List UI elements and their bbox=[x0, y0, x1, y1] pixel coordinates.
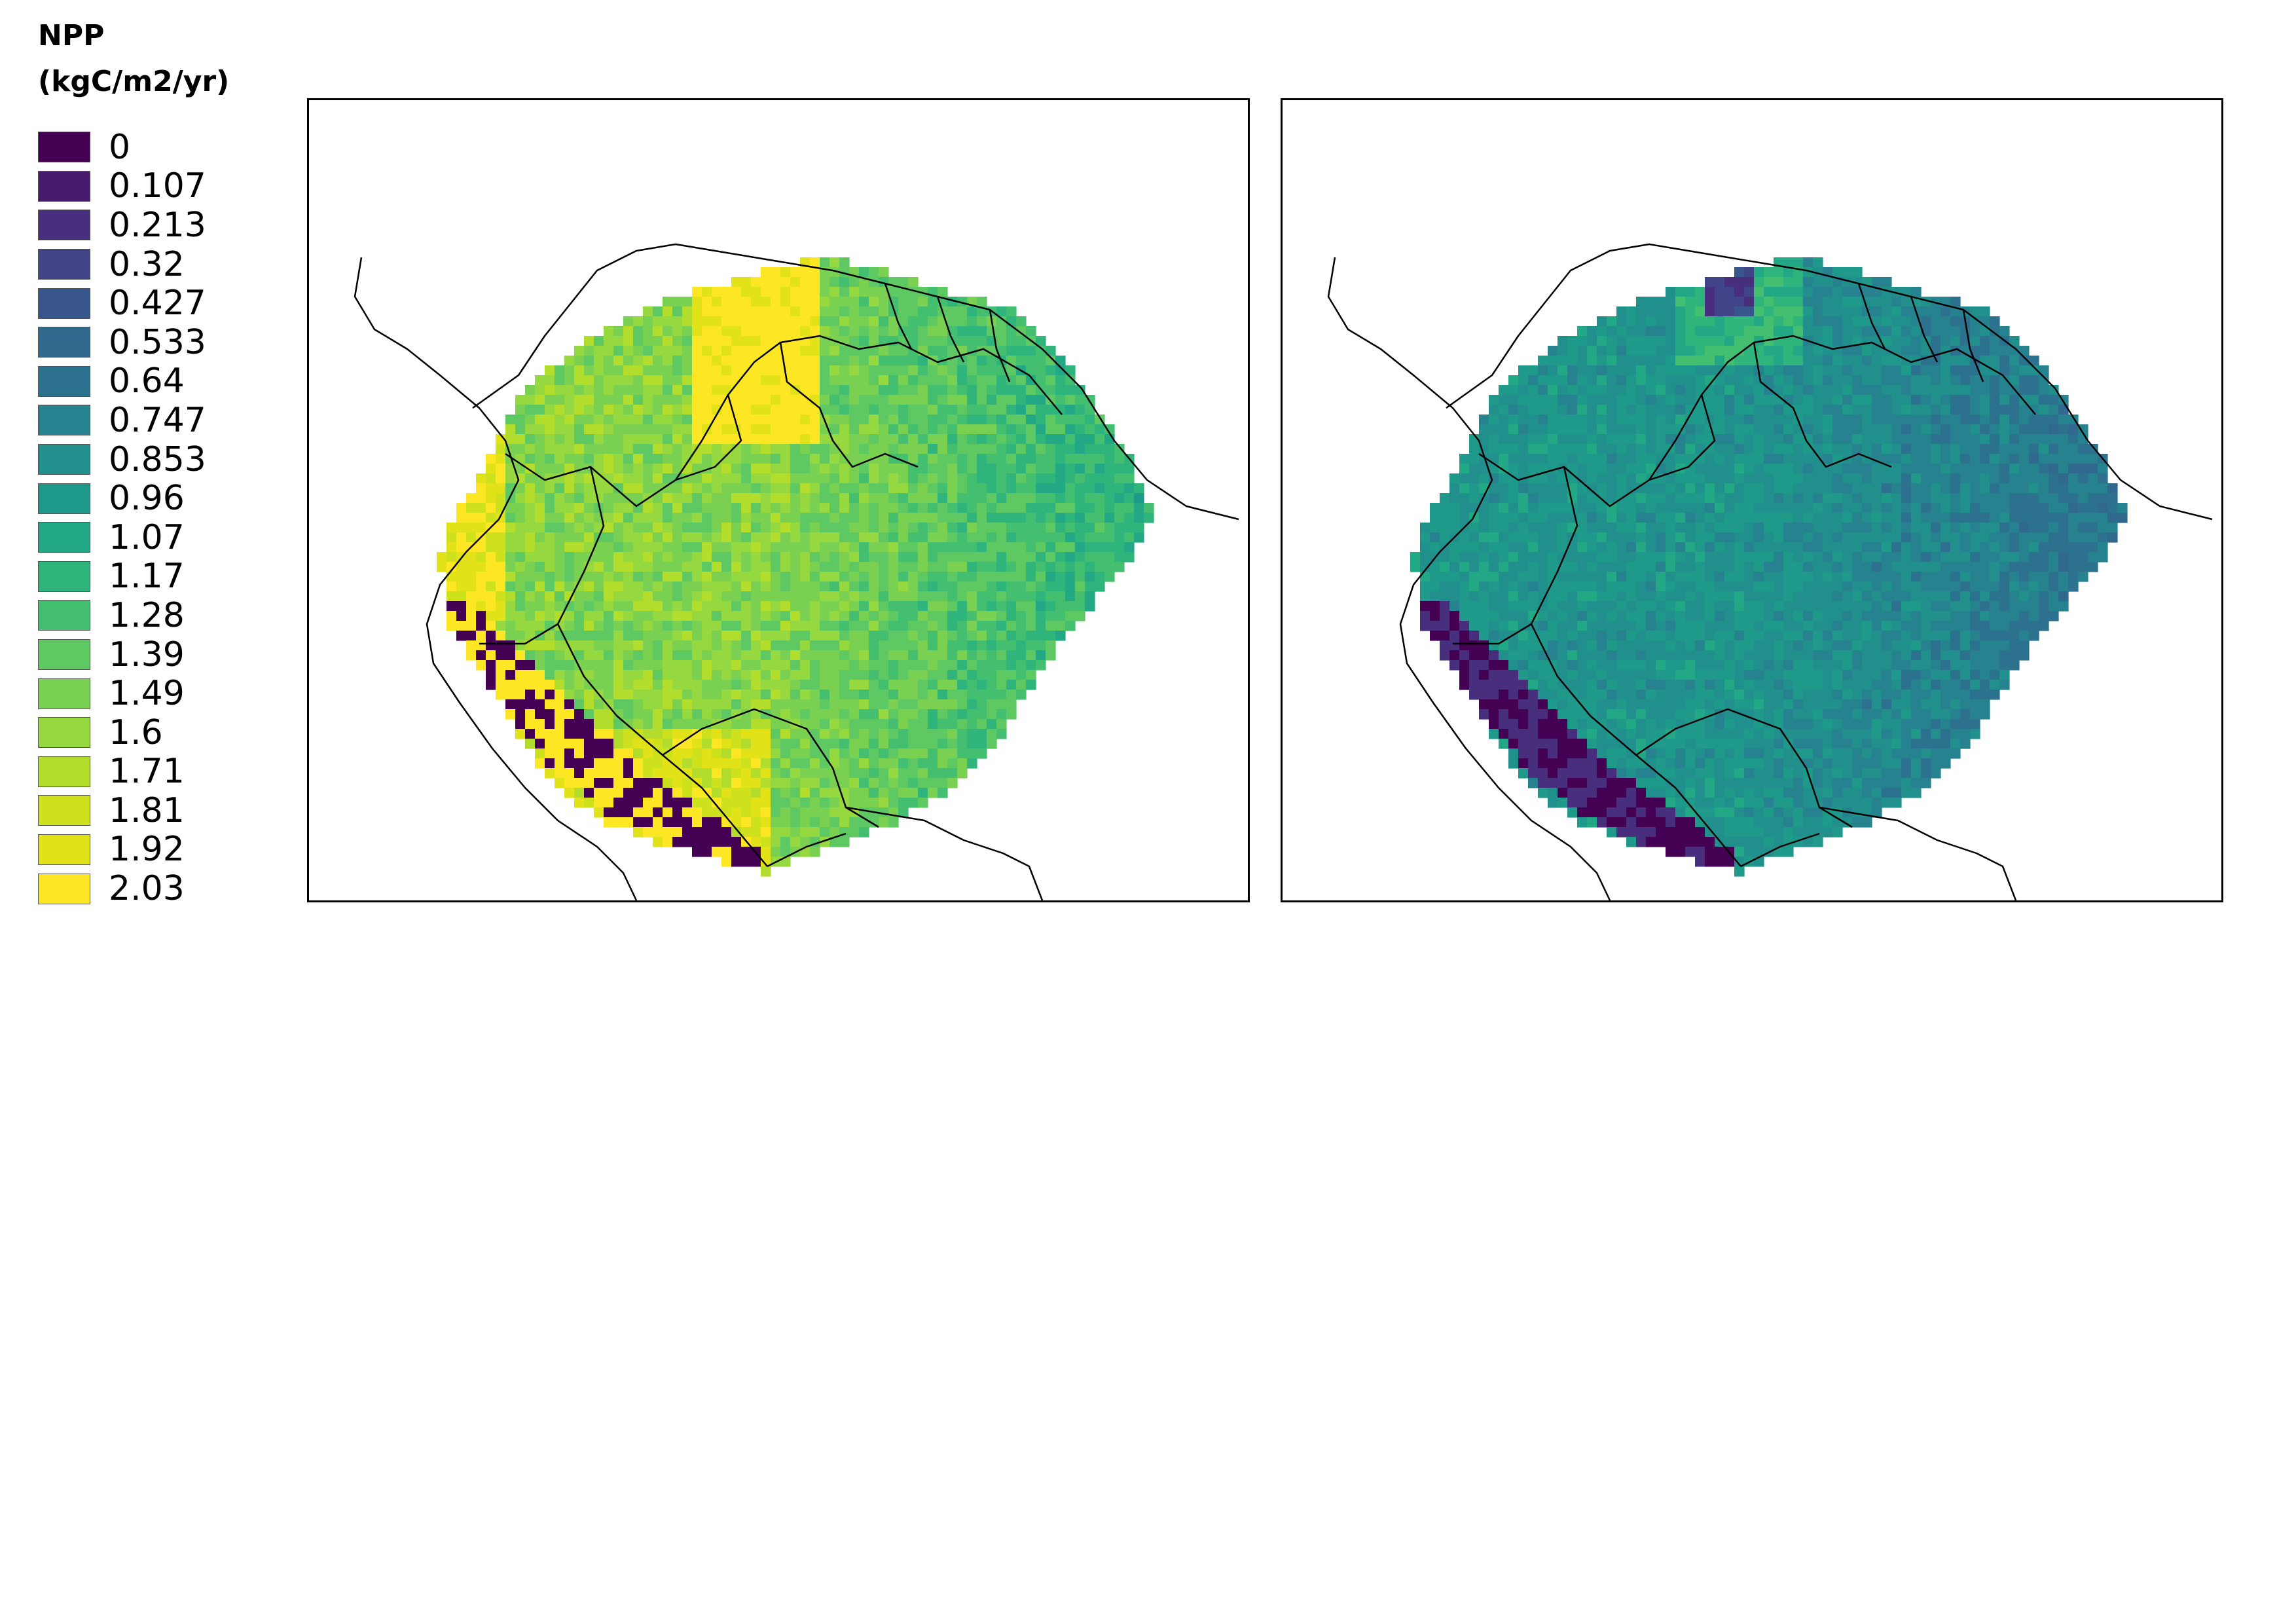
legend-item: 2.03 bbox=[38, 869, 206, 908]
legend-swatch bbox=[38, 327, 90, 358]
legend-item: 0.533 bbox=[38, 323, 206, 362]
legend-title-variable: NPP bbox=[38, 19, 105, 52]
legend-label: 1.92 bbox=[109, 830, 185, 870]
legend-item: 0 bbox=[38, 128, 206, 167]
legend-label: 0.747 bbox=[109, 400, 206, 440]
legend-label: 1.28 bbox=[109, 595, 185, 635]
npp-map-left bbox=[354, 243, 1239, 900]
legend-item: 1.28 bbox=[38, 596, 206, 635]
legend-item: 1.49 bbox=[38, 674, 206, 713]
legend-swatch bbox=[38, 249, 90, 280]
legend-swatch bbox=[38, 756, 90, 787]
legend-item: 0.32 bbox=[38, 245, 206, 284]
legend-label: 0.64 bbox=[109, 361, 185, 401]
legend-swatch bbox=[38, 600, 90, 631]
legend-swatch bbox=[38, 522, 90, 553]
legend-item: 1.81 bbox=[38, 791, 206, 830]
legend-label: 0.427 bbox=[109, 284, 206, 323]
npp-map-right bbox=[1327, 243, 2213, 900]
legend-label: 2.03 bbox=[109, 869, 185, 909]
legend-swatch bbox=[38, 678, 90, 709]
legend-item: 0.747 bbox=[38, 401, 206, 440]
legend-label: 0.96 bbox=[109, 479, 185, 519]
legend-label: 1.49 bbox=[109, 674, 185, 714]
legend-item: 1.6 bbox=[38, 713, 206, 752]
country-borders bbox=[354, 243, 1239, 900]
legend-title-units: (kgC/m2/yr) bbox=[38, 65, 230, 98]
legend-list: 0 0.107 0.213 0.32 0.427 0.533 0.64 0.747 0.853 0… bbox=[38, 128, 206, 908]
legend-item: 0.213 bbox=[38, 206, 206, 245]
legend-label: 1.07 bbox=[109, 517, 185, 557]
legend-item: 1.71 bbox=[38, 752, 206, 792]
legend-swatch bbox=[38, 444, 90, 475]
legend-label: 1.81 bbox=[109, 790, 185, 830]
legend-item: 1.07 bbox=[38, 518, 206, 557]
legend-item: 1.39 bbox=[38, 635, 206, 674]
legend: NPP (kgC/m2/yr) 0 0.107 0.213 0.32 0.427 0.53… bbox=[38, 13, 300, 906]
legend-label: 0.533 bbox=[109, 322, 206, 362]
legend-item: 1.17 bbox=[38, 557, 206, 597]
legend-label: 0.107 bbox=[109, 166, 206, 206]
legend-swatch bbox=[38, 834, 90, 865]
legend-label: 0.32 bbox=[109, 244, 185, 284]
legend-swatch bbox=[38, 287, 90, 319]
legend-swatch bbox=[38, 483, 90, 514]
legend-item: 0.853 bbox=[38, 440, 206, 479]
map-panel-left bbox=[307, 98, 1250, 902]
map-panel-right bbox=[1281, 98, 2223, 902]
legend-item: 0.64 bbox=[38, 362, 206, 401]
legend-swatch bbox=[38, 405, 90, 436]
legend-label: 0.853 bbox=[109, 439, 206, 479]
npp-raster bbox=[437, 257, 1154, 877]
legend-label: 0 bbox=[109, 127, 131, 167]
legend-item: 0.427 bbox=[38, 284, 206, 323]
legend-label: 1.6 bbox=[109, 712, 163, 752]
legend-swatch bbox=[38, 795, 90, 826]
legend-swatch bbox=[38, 210, 90, 241]
legend-swatch bbox=[38, 717, 90, 748]
legend-swatch bbox=[38, 132, 90, 163]
legend-swatch bbox=[38, 170, 90, 202]
legend-item: 1.92 bbox=[38, 830, 206, 870]
country-borders bbox=[1327, 243, 2213, 900]
legend-swatch bbox=[38, 561, 90, 592]
legend-label: 1.17 bbox=[109, 557, 185, 597]
legend-label: 1.39 bbox=[109, 635, 185, 674]
legend-swatch bbox=[38, 365, 90, 397]
legend-label: 0.213 bbox=[109, 205, 206, 245]
legend-item: 0.96 bbox=[38, 479, 206, 518]
legend-item: 0.107 bbox=[38, 167, 206, 206]
legend-swatch bbox=[38, 873, 90, 904]
npp-raster bbox=[1410, 257, 2128, 877]
legend-swatch bbox=[38, 639, 90, 671]
legend-label: 1.71 bbox=[109, 752, 185, 792]
